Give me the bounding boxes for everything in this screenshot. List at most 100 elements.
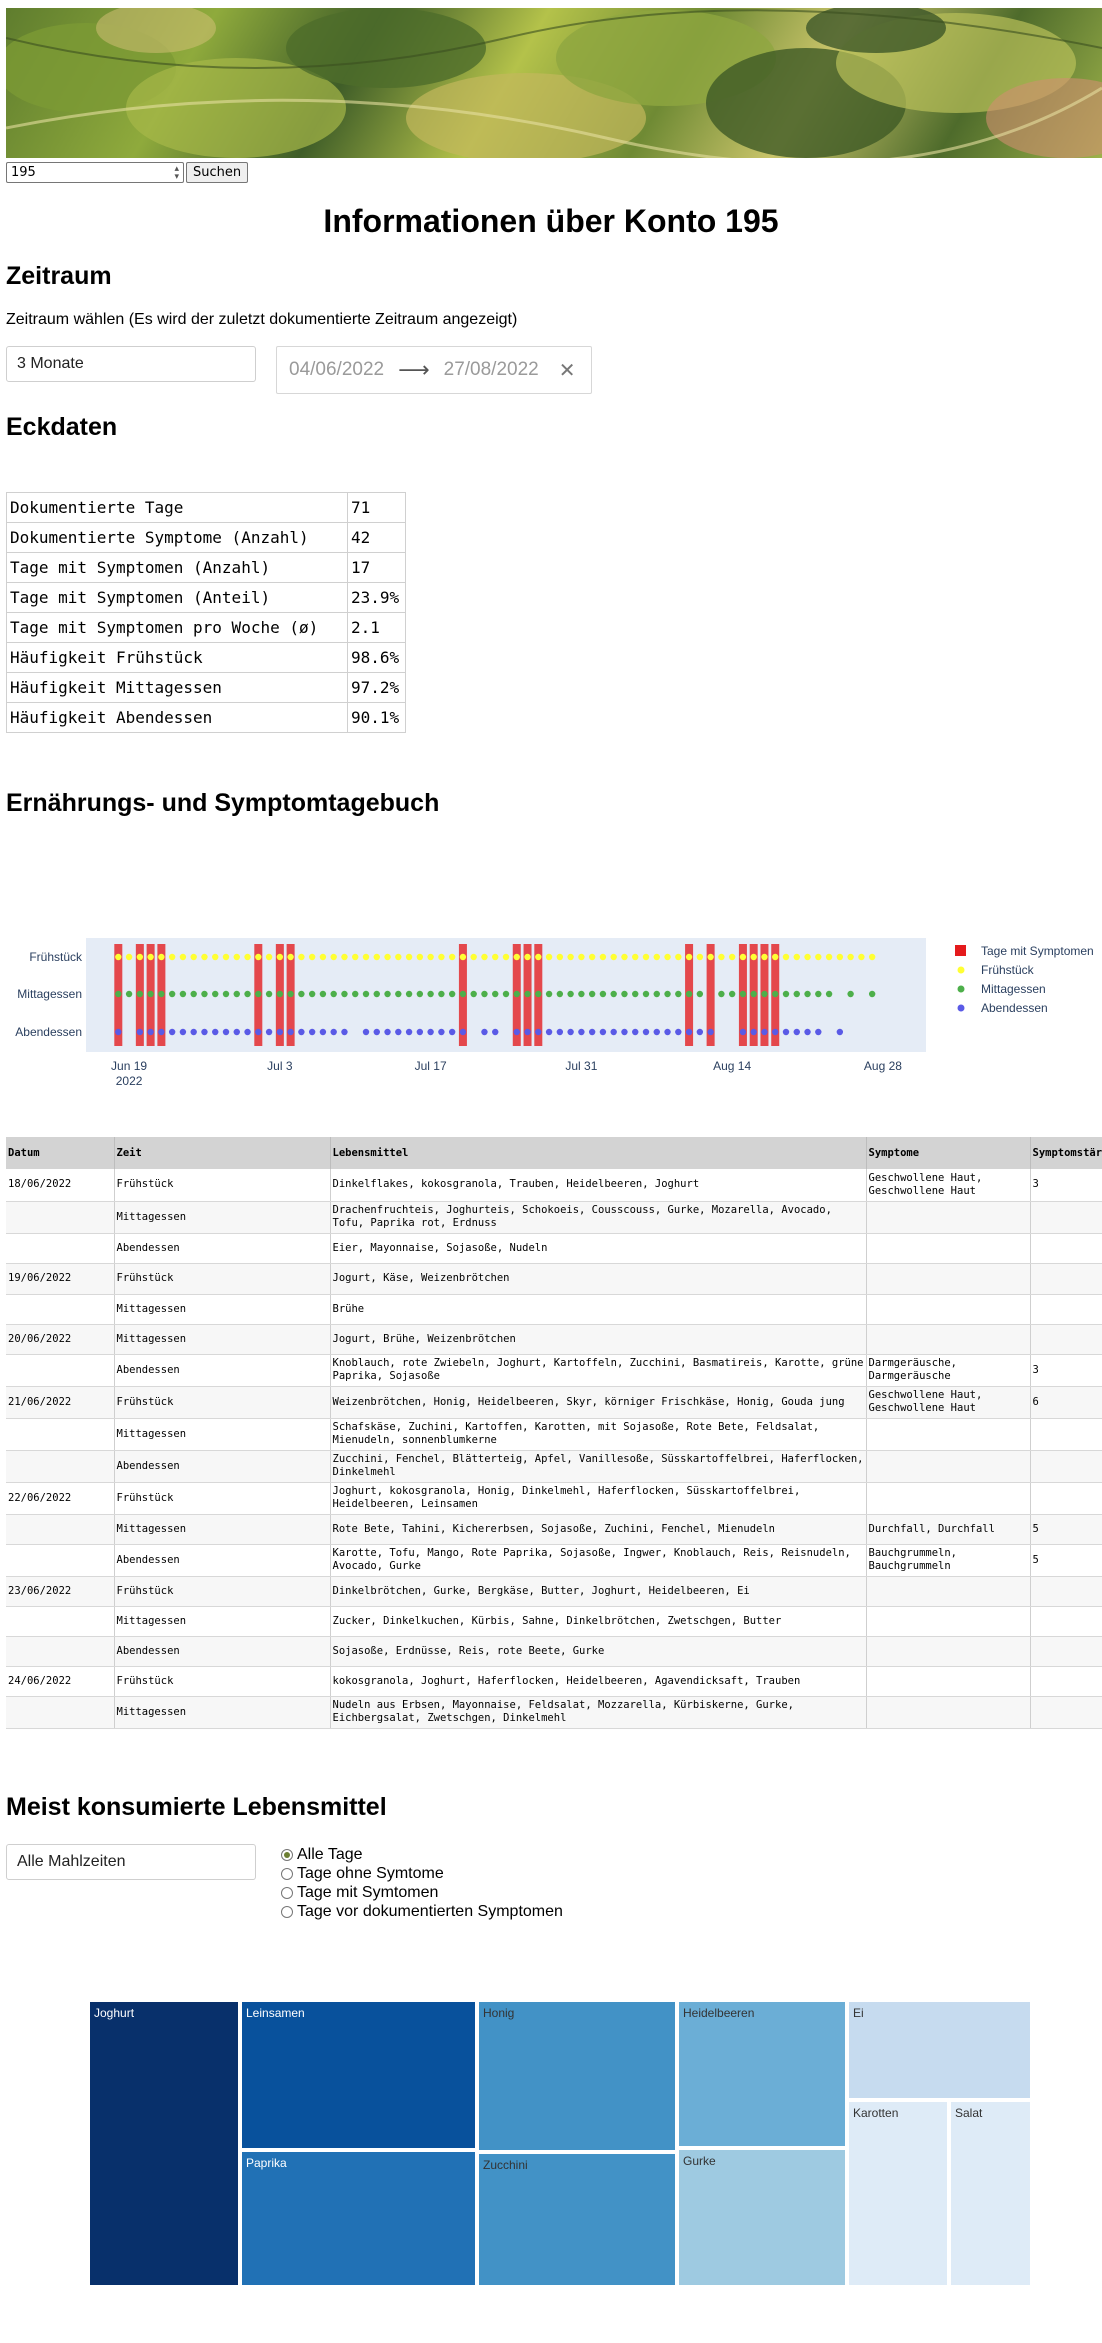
eckdaten-row: Tage mit Symptomen pro Woche (ø) 2.1 — [6, 612, 406, 643]
meal-point — [115, 990, 122, 998]
table-cell — [6, 1354, 115, 1387]
table-row[interactable]: Abendessen Karotte, Tofu, Mango, Rote Pap… — [6, 1544, 1102, 1577]
table-row[interactable]: 24/06/2022 Frühstück kokosgranola, Joghurt… — [6, 1666, 1102, 1697]
clear-icon[interactable]: ✕ — [558, 359, 576, 382]
radio-option[interactable]: Tage ohne Symtome — [281, 1864, 563, 1883]
table-cell: 5 — [1030, 1514, 1102, 1545]
meal-point — [330, 990, 337, 998]
meal-point — [868, 953, 876, 961]
column-header[interactable]: Zeit — [114, 1137, 331, 1169]
table-row[interactable]: Mittagessen Rote Bete, Tahini, Kichererbs… — [6, 1514, 1102, 1545]
treemap-tile[interactable]: Leinsamen — [242, 2002, 475, 2148]
top-foods-treemap: Joghurt Leinsamen Paprika Honig Zucchini Heid… — [90, 2002, 1030, 2285]
meal-point — [395, 953, 402, 961]
table-row[interactable]: Mittagessen Zucker, Dinkelkuchen, Kürbis,… — [6, 1606, 1102, 1637]
meal-point — [632, 953, 639, 961]
table-row[interactable]: Abendessen Zucchini, Fenchel, Blätterteig… — [6, 1450, 1102, 1483]
radio-circle-icon[interactable] — [281, 1867, 293, 1880]
table-row[interactable]: Abendessen Sojasoße, Erdnüsse, Reis, rote… — [6, 1636, 1102, 1667]
radio-circle-icon[interactable] — [281, 1886, 293, 1899]
column-header[interactable]: Symptome — [866, 1137, 1031, 1169]
legend-label: Frühstück — [981, 963, 1035, 977]
meal-point — [319, 953, 327, 961]
meal-point — [793, 990, 800, 998]
meal-point — [535, 953, 542, 961]
eckdaten-row: Häufigkeit Abendessen 90.1% — [6, 702, 406, 733]
meal-dropdown[interactable]: Alle Mahlzeiten — [6, 1844, 256, 1880]
table-row[interactable]: 18/06/2022 Frühstück Dinkelflakes, kokosgr… — [6, 1169, 1102, 1202]
treemap-tile[interactable]: Ei — [849, 2002, 1030, 2098]
eckdaten-row: Häufigkeit Mittagessen 97.2% — [6, 672, 406, 703]
radio-circle-icon[interactable] — [281, 1905, 293, 1918]
diary-table-container[interactable]: Datum Zeit Lebensmittel Symptome Symptomstär… — [6, 1137, 1102, 1736]
treemap-tile[interactable]: Honig — [479, 2002, 675, 2150]
period-dropdown[interactable]: 3 Monate — [6, 346, 256, 382]
treemap-tile[interactable]: Gurke — [679, 2150, 845, 2285]
table-row[interactable]: 20/06/2022 Mittagessen Jogurt, Brühe, Weiz… — [6, 1324, 1102, 1355]
legend-marker — [957, 966, 965, 974]
column-header[interactable]: Symptomstärke — [1030, 1137, 1102, 1169]
radio-option[interactable]: Alle Tage — [281, 1845, 563, 1864]
spinner-arrows-icon[interactable]: ▴ ▾ — [174, 163, 179, 182]
table-cell: 3 — [1030, 1354, 1102, 1387]
meal-point — [675, 1028, 682, 1036]
meal-point — [588, 953, 596, 961]
meal-point — [502, 953, 510, 961]
eckdaten-value: 42 — [347, 522, 406, 553]
meal-point — [416, 1028, 424, 1036]
table-row[interactable]: Abendessen Knoblauch, rote Zwiebeln, Jogh… — [6, 1354, 1102, 1387]
search-button[interactable]: Suchen — [186, 162, 249, 183]
meal-point — [793, 953, 800, 961]
table-cell: Mittagessen — [114, 1294, 331, 1325]
table-cell: Schafskäse, Zuchini, Kartoffen, Karotten… — [330, 1418, 867, 1451]
table-row[interactable]: Mittagessen Brühe — [6, 1294, 1102, 1325]
table-cell: Knoblauch, rote Zwiebeln, Joghurt, Karto… — [330, 1354, 867, 1387]
table-row[interactable]: 19/06/2022 Frühstück Jogurt, Käse, Weizenb… — [6, 1263, 1102, 1295]
meal-point — [739, 1028, 747, 1036]
meal-point — [707, 953, 714, 961]
column-header[interactable]: Lebensmittel — [330, 1137, 867, 1169]
table-row[interactable]: Mittagessen Nudeln aus Erbsen, Mayonnaise… — [6, 1696, 1102, 1729]
table-row[interactable]: Mittagessen Drachenfruchteis, Joghurteis,… — [6, 1201, 1102, 1234]
table-row[interactable]: Mittagessen Schafskäse, Zuchini, Kartoffe… — [6, 1418, 1102, 1451]
table-cell: Abendessen — [114, 1636, 331, 1667]
treemap-tile[interactable]: Karotten — [849, 2102, 947, 2285]
eckdaten-label: Häufigkeit Abendessen — [6, 702, 348, 733]
meal-point — [653, 1028, 660, 1036]
meal-point — [341, 1028, 348, 1036]
meal-point — [287, 990, 294, 998]
meal-point — [610, 953, 617, 961]
column-header[interactable]: Datum — [6, 1137, 115, 1169]
meal-point — [459, 953, 467, 961]
x-axis-tick-label: Jun 19 — [111, 1059, 147, 1073]
date-range-picker[interactable]: 04/06/2022 ⟶ 27/08/2022 ✕ — [276, 346, 592, 394]
meal-point — [675, 990, 682, 998]
treemap-tile[interactable]: Joghurt — [90, 2002, 238, 2285]
treemap-tile[interactable]: Salat — [951, 2102, 1030, 2285]
meal-point — [448, 990, 456, 998]
eckdaten-row: Tage mit Symptomen (Anzahl) 17 — [6, 552, 406, 583]
radio-option[interactable]: Tage vor dokumentierten Symptomen — [281, 1902, 563, 1921]
meal-point — [276, 990, 284, 998]
meal-point — [179, 990, 187, 998]
treemap-tile[interactable]: Zucchini — [479, 2154, 675, 2285]
table-cell: Jogurt, Brühe, Weizenbrötchen — [330, 1324, 867, 1355]
table-row[interactable]: 21/06/2022 Frühstück Weizenbrötchen, Honig… — [6, 1386, 1102, 1419]
radio-option[interactable]: Tage mit Symtomen — [281, 1883, 563, 1902]
meal-point — [847, 953, 854, 961]
radio-circle-icon[interactable] — [281, 1848, 293, 1861]
table-row[interactable]: 22/06/2022 Frühstück Joghurt, kokosgranola… — [6, 1482, 1102, 1515]
table-row[interactable]: 23/06/2022 Frühstück Dinkelbrötchen, Gurke… — [6, 1576, 1102, 1607]
treemap-tile[interactable]: Heidelbeeren — [679, 2002, 845, 2146]
start-date-input[interactable]: 04/06/2022 — [289, 359, 385, 380]
meal-point — [395, 1028, 402, 1036]
eckdaten-row: Tage mit Symptomen (Anteil) 23.9% — [6, 582, 406, 613]
end-date-input[interactable]: 27/08/2022 — [443, 359, 539, 380]
treemap-tile[interactable]: Paprika — [242, 2152, 475, 2285]
meal-point — [481, 990, 488, 998]
table-cell — [1030, 1666, 1102, 1697]
table-row[interactable]: Abendessen Eier, Mayonnaise, Sojasoße, Nu… — [6, 1233, 1102, 1264]
meal-point — [718, 953, 725, 961]
account-number-input[interactable]: 195 ▴ ▾ — [6, 162, 184, 183]
table-cell: Dinkelflakes, kokosgranola, Trauben, Hei… — [330, 1169, 867, 1202]
